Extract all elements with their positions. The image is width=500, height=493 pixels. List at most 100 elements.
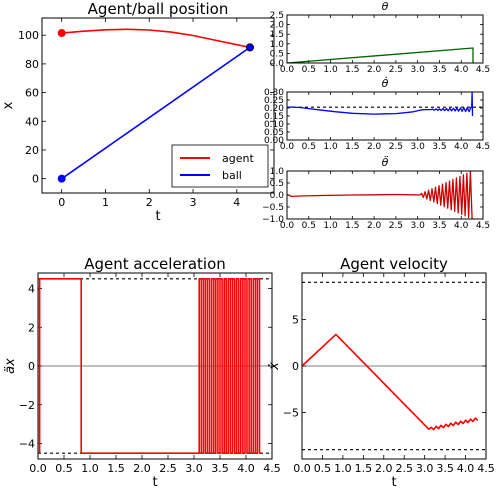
- series-line-agent: [61, 28, 251, 49]
- x-tick-label: 4.5: [476, 65, 490, 75]
- x-tick-label: 0.5: [302, 142, 316, 152]
- x-tick-label: 3.0: [411, 221, 426, 231]
- x-tick-label: 0.0: [29, 462, 47, 475]
- x-tick-label: 0.5: [302, 221, 316, 231]
- y-tick-label: 0.5: [270, 179, 284, 189]
- x-tick-label: 3.5: [432, 221, 446, 231]
- x-tick-label: 0.0: [293, 462, 311, 475]
- x-axis-label: t: [155, 209, 160, 224]
- chart-acc: Agent acceleration 0.0 0.5 1.0 1.5 2.0 2.5 3.0 3…: [3, 255, 281, 490]
- chart-title: θ: [382, 0, 389, 13]
- plot-area: [302, 281, 486, 451]
- x-tick-label: 1: [102, 196, 109, 209]
- x-tick-label: 0.0: [280, 65, 295, 75]
- x-tick-label: 2.0: [133, 462, 151, 475]
- y-axis-label: äx: [3, 358, 18, 374]
- y-tick-label: 60: [25, 87, 39, 100]
- y-tick-label: 0.0: [270, 191, 285, 201]
- x-tick-label: 1.0: [323, 142, 338, 152]
- x-tick-label: 2.0: [367, 142, 382, 152]
- y-tick-label: 0.15: [264, 112, 284, 122]
- y-tick-label: 2: [28, 321, 35, 334]
- x-tick-label: 0: [58, 196, 65, 209]
- x-tick-label: 1.5: [107, 462, 125, 475]
- x-tick-label: 3.5: [432, 142, 446, 152]
- x-tick-label: 2.5: [389, 65, 403, 75]
- x-tick-label: 4.0: [454, 142, 469, 152]
- x-axis-label: t: [152, 475, 157, 490]
- x-tick-label: 1.5: [345, 142, 359, 152]
- plot-area: [38, 278, 272, 454]
- y-tick-label: 0.25: [264, 96, 284, 106]
- y-tick-label: 0: [32, 173, 39, 186]
- y-tick-label: −5: [283, 407, 299, 420]
- y-tick-label: 2.5: [270, 11, 284, 21]
- legend-label-agent: agent: [222, 152, 254, 165]
- y-tick-label: 20: [25, 144, 39, 157]
- axes-frame: [301, 272, 487, 460]
- axes-frame: [286, 14, 484, 64]
- chart-title: Agent acceleration: [84, 255, 226, 273]
- y-tick-label: −2: [19, 399, 35, 412]
- x-tick-label: 1.5: [345, 65, 359, 75]
- y-tick-label: 4: [28, 283, 35, 296]
- series-line-vel: [302, 333, 479, 431]
- y-tick-label: 80: [25, 58, 39, 71]
- x-tick-label: 0.0: [280, 221, 295, 231]
- x-tick-label: 0.5: [302, 65, 316, 75]
- x-tick-label: 4.5: [263, 462, 281, 475]
- x-tick-label: 3.5: [436, 462, 454, 475]
- series-line-acc: [38, 278, 262, 454]
- chart-theta: θ0.0 0.5 1.0 1.5 2.0 2.5 3.0 3.5 4.0 4.50.00.51.0…: [270, 0, 490, 75]
- x-tick-label: 2.0: [367, 65, 382, 75]
- x-tick-label: 2.5: [159, 462, 177, 475]
- x-tick-label: 2.5: [389, 142, 403, 152]
- x-tick-label: 1.0: [323, 65, 338, 75]
- x-tick-label: 4.0: [457, 462, 475, 475]
- x-tick-label: 3.0: [411, 65, 426, 75]
- y-tick-label: 0.5: [270, 49, 284, 59]
- x-tick-label: 0.5: [314, 462, 332, 475]
- x-tick-label: 3.0: [416, 462, 434, 475]
- chart-title: Agent velocity: [340, 255, 448, 273]
- y-tick-label: 40: [25, 115, 39, 128]
- x-tick-label: 3.5: [211, 462, 229, 475]
- x-tick-label: 4: [233, 196, 240, 209]
- legend-label-ball: ball: [222, 169, 242, 182]
- x-tick-label: 3.5: [432, 65, 446, 75]
- chart-theta_dot: θ̇ 0.0 0.5 1.0 1.5 2.0 2.5 3.0 3.5 4.0 4.5 0.000.05…: [264, 76, 490, 152]
- x-tick-label: 1.5: [345, 221, 359, 231]
- y-tick-label: 1.0: [270, 40, 285, 50]
- plot-area: [287, 47, 474, 63]
- chart-title: θ̇: [382, 76, 389, 90]
- x-tick-label: 2.0: [375, 462, 393, 475]
- chart-title: Agent/ball position: [88, 0, 229, 18]
- y-tick-label: 1.0: [270, 167, 285, 177]
- x-tick-label: 0.5: [55, 462, 73, 475]
- y-tick-label: 0.10: [264, 120, 284, 130]
- chart-theta_ddot: θ̈ 0.0 0.5 1.0 1.5 2.0 2.5 3.0 3.5 4.0 4.5 −1.0 −0.5…: [262, 156, 490, 231]
- series-line-theta: [287, 47, 474, 63]
- y-tick-label: 2.0: [270, 21, 285, 31]
- y-tick-label: −1.0: [262, 215, 284, 225]
- data-point-ball: [57, 174, 66, 183]
- x-tick-label: 4.5: [477, 462, 495, 475]
- x-tick-label: 1.5: [355, 462, 373, 475]
- y-tick-label: 1.5: [270, 30, 284, 40]
- x-tick-label: 2.0: [367, 221, 382, 231]
- x-axis-label: t: [391, 475, 396, 490]
- y-tick-label: −0.5: [262, 203, 284, 213]
- x-tick-label: 1.0: [81, 462, 99, 475]
- legend: agent ball: [171, 144, 269, 188]
- x-tick-label: 2.5: [389, 221, 403, 231]
- y-tick-label: −4: [19, 438, 35, 451]
- y-tick-label: 100: [18, 29, 39, 42]
- data-point-agent: [57, 29, 66, 38]
- x-tick-label: 2: [146, 196, 153, 209]
- x-tick-label: 4.0: [454, 65, 469, 75]
- axes-frame: [37, 272, 273, 460]
- x-tick-label: 4.0: [454, 221, 469, 231]
- series-line-ball: [61, 46, 251, 180]
- x-tick-label: 1.0: [334, 462, 352, 475]
